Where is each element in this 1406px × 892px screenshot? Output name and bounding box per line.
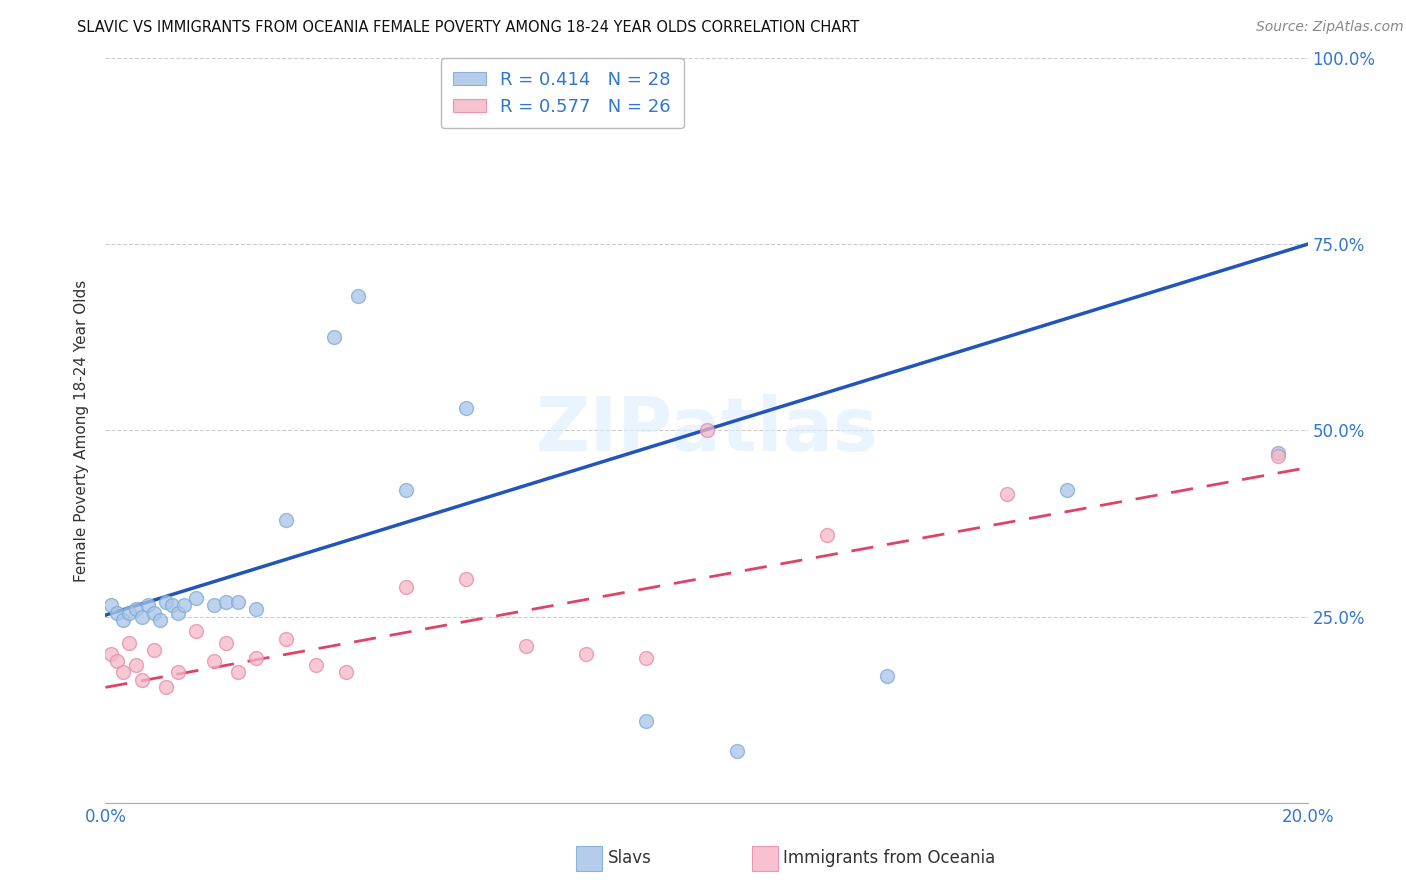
Point: [226, 665, 249, 680]
Point: [305, 658, 328, 673]
Point: [155, 595, 177, 609]
Point: [454, 401, 477, 415]
Point: [245, 602, 267, 616]
Point: [107, 654, 129, 668]
Point: [322, 330, 344, 344]
Point: [131, 673, 153, 687]
Point: [118, 635, 141, 649]
Point: [160, 599, 183, 613]
Legend: R = 0.414   N = 28, R = 0.577   N = 26: R = 0.414 N = 28, R = 0.577 N = 26: [441, 58, 683, 128]
Y-axis label: Female Poverty Among 18-24 Year Olds: Female Poverty Among 18-24 Year Olds: [75, 279, 90, 582]
Text: SLAVIC VS IMMIGRANTS FROM OCEANIA FEMALE POVERTY AMONG 18-24 YEAR OLDS CORRELATI: SLAVIC VS IMMIGRANTS FROM OCEANIA FEMALE…: [77, 20, 859, 35]
Point: [142, 643, 165, 657]
Point: [100, 599, 122, 613]
Point: [166, 606, 188, 620]
Text: Source: ZipAtlas.com: Source: ZipAtlas.com: [1256, 20, 1403, 34]
Point: [274, 632, 297, 646]
Point: [1056, 483, 1078, 497]
Point: [395, 580, 418, 594]
Point: [725, 744, 748, 758]
Point: [124, 658, 146, 673]
Point: [226, 595, 249, 609]
Point: [142, 606, 165, 620]
Text: Slavs: Slavs: [607, 849, 651, 867]
Point: [136, 599, 159, 613]
Point: [148, 613, 170, 627]
Text: Immigrants from Oceania: Immigrants from Oceania: [783, 849, 995, 867]
Point: [636, 650, 658, 665]
Point: [1267, 446, 1289, 460]
Point: [575, 647, 598, 661]
Point: [876, 669, 898, 683]
Point: [335, 665, 357, 680]
Point: [245, 650, 267, 665]
Text: ZIPatlas: ZIPatlas: [536, 394, 877, 467]
Point: [107, 606, 129, 620]
Point: [118, 606, 141, 620]
Point: [274, 513, 297, 527]
Point: [995, 486, 1018, 500]
Point: [454, 573, 477, 587]
Point: [214, 595, 236, 609]
Point: [184, 624, 207, 639]
Point: [166, 665, 188, 680]
Point: [124, 602, 146, 616]
Point: [173, 599, 195, 613]
Point: [395, 483, 418, 497]
Point: [184, 591, 207, 605]
Point: [112, 665, 135, 680]
Point: [112, 613, 135, 627]
Point: [155, 681, 177, 695]
Point: [696, 424, 718, 438]
Point: [202, 654, 225, 668]
Point: [636, 714, 658, 728]
Point: [100, 647, 122, 661]
Point: [515, 640, 537, 654]
Point: [131, 609, 153, 624]
Point: [214, 635, 236, 649]
Point: [815, 527, 838, 541]
Point: [202, 599, 225, 613]
Point: [1267, 450, 1289, 464]
Point: [347, 289, 370, 303]
